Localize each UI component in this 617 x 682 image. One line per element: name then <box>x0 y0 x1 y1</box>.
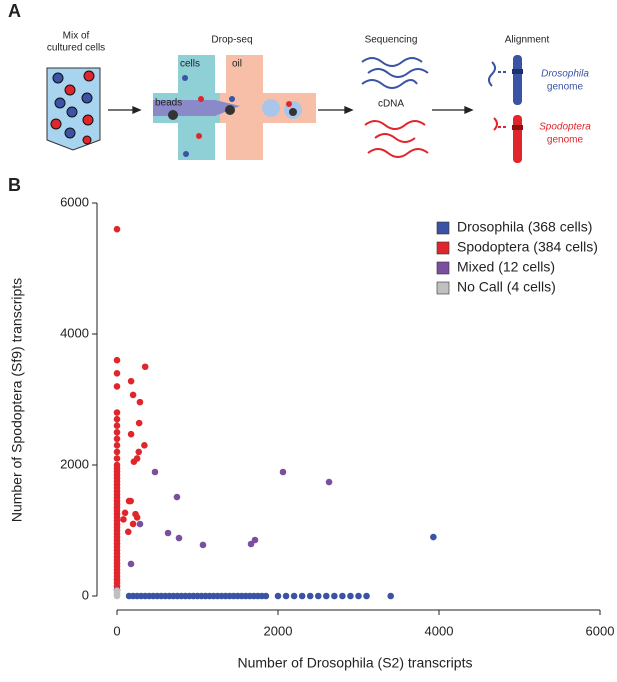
point <box>121 509 129 517</box>
point <box>113 428 121 436</box>
legend-swatch <box>436 241 450 255</box>
point <box>127 560 135 568</box>
point <box>135 448 143 456</box>
point <box>173 493 181 501</box>
point <box>120 516 127 523</box>
x-tick-label: 2000 <box>264 623 293 638</box>
drosophila-genome: genome <box>547 82 584 93</box>
plot: 0 2000 4000 6000 0 2000 4000 6000 Drosophila (36… <box>60 194 614 638</box>
point <box>113 370 121 377</box>
point <box>151 468 159 476</box>
y-tick-label: 2000 <box>60 456 89 471</box>
point <box>251 536 259 544</box>
legend-label: Mixed (12 cells) <box>457 259 555 275</box>
point <box>113 409 121 416</box>
point <box>129 391 137 399</box>
point <box>141 442 148 449</box>
point <box>164 529 172 537</box>
point <box>124 528 132 536</box>
point <box>387 592 395 600</box>
arrows <box>108 106 474 114</box>
point <box>136 398 144 406</box>
point <box>113 383 121 390</box>
spodoptera-genome: genome <box>547 135 584 146</box>
point <box>113 415 121 423</box>
point <box>363 592 370 600</box>
point <box>290 592 298 600</box>
point <box>199 541 207 549</box>
point <box>262 592 270 600</box>
point <box>127 430 135 438</box>
y-tick-label: 0 <box>82 587 89 602</box>
point <box>113 587 121 595</box>
spodoptera-genome: Spodoptera <box>539 122 591 133</box>
legend-label: No Call (4 cells) <box>457 279 556 295</box>
point <box>339 592 346 600</box>
beads-label: beads <box>155 98 182 109</box>
dropseq-device <box>153 55 316 160</box>
point <box>136 520 144 528</box>
tube-cells <box>50 70 95 145</box>
point <box>113 435 121 443</box>
point <box>133 514 141 521</box>
y-tick-label: 6000 <box>60 194 89 209</box>
legend-label: Drosophila (368 cells) <box>457 219 592 235</box>
legend-label: Spodoptera (384 cells) <box>457 239 598 255</box>
x-tick-label: 4000 <box>425 623 454 638</box>
point <box>355 592 362 600</box>
cells-label: cells <box>180 59 200 70</box>
point <box>135 419 143 427</box>
point <box>274 592 282 600</box>
point <box>113 422 121 430</box>
mix-label: cultured cells <box>47 43 105 54</box>
point <box>175 534 183 542</box>
x-axis-label: Number of Drosophila (S2) transcripts <box>238 655 473 671</box>
panel-label: B <box>8 175 21 195</box>
point <box>113 442 121 449</box>
point <box>127 497 134 505</box>
y-tick-label: 4000 <box>60 325 89 340</box>
chromosomes <box>488 55 523 163</box>
alignment-title: Alignment <box>505 35 550 46</box>
point <box>325 478 333 486</box>
x-tick-label: 0 <box>113 623 120 638</box>
panel-label: A <box>8 1 21 21</box>
dropseq-title: Drop-seq <box>211 35 252 46</box>
reads <box>361 57 429 158</box>
point <box>306 592 314 600</box>
legend-swatch <box>436 281 450 295</box>
legend-swatch <box>436 261 450 275</box>
x-tick-label: 6000 <box>586 623 615 638</box>
point <box>113 448 121 456</box>
oil-label: oil <box>232 59 242 70</box>
point <box>430 533 437 541</box>
point <box>113 225 121 233</box>
mix-label: Mix of <box>63 31 90 42</box>
legend-swatch <box>436 221 450 235</box>
point <box>331 592 338 600</box>
point <box>113 356 121 364</box>
cdna-label: cDNA <box>378 99 404 110</box>
point <box>298 592 306 600</box>
point <box>314 592 322 600</box>
point <box>282 592 290 600</box>
point <box>279 468 287 476</box>
point <box>127 377 135 385</box>
point <box>130 458 138 466</box>
point <box>113 455 121 462</box>
sequencing-title: Sequencing <box>365 35 418 46</box>
point <box>129 520 137 528</box>
point <box>347 592 354 600</box>
point <box>323 592 330 600</box>
y-axis-label: Number of Spodoptera (Sf9) transcripts <box>9 278 25 522</box>
point <box>141 363 149 371</box>
drosophila-genome: Drosophila <box>541 69 589 80</box>
